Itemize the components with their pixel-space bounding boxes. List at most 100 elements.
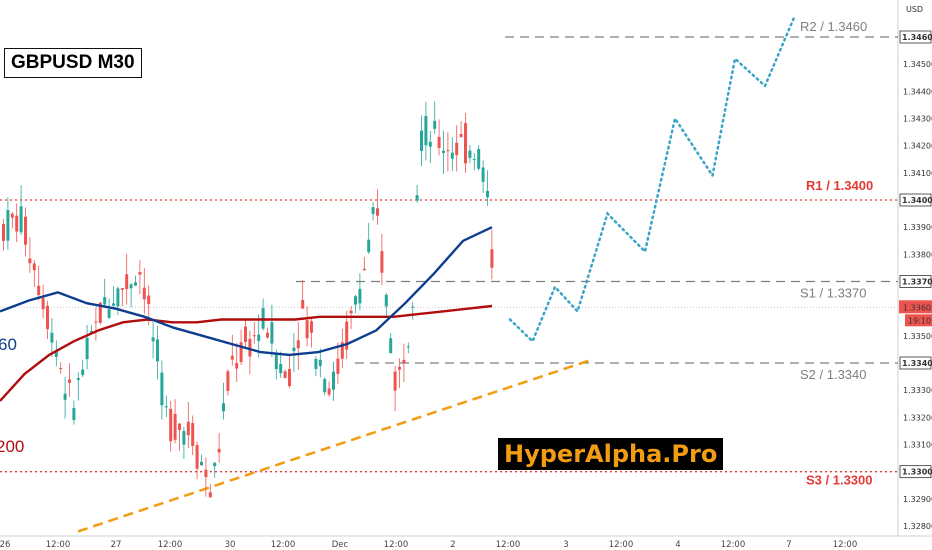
candle-body [472,159,476,161]
candle-body [358,288,362,304]
x-tick-label: 12:00 [721,540,746,550]
candle-body [318,359,322,367]
candle-body [481,167,485,182]
candle-body [450,152,454,159]
candle-body [213,462,217,467]
candle-body [340,342,344,359]
countdown-value: 19:10 [908,316,931,325]
axis-marker-label: 1.34000 [902,196,932,205]
candle-body [72,408,76,420]
ma-slow-line [0,304,493,402]
candle-body [380,251,384,273]
candle-body [305,320,309,339]
axis-marker-label: 1.33400 [902,359,932,368]
currency-label: USD [906,5,923,14]
level-label-s3: S3 / 1.3300 [806,473,873,488]
candle-body [490,249,494,268]
y-tick-label: 1.33800 [903,250,932,259]
candle-body [63,393,67,400]
candle-body [270,322,274,344]
candle-body [446,150,450,152]
candle-body [468,150,472,158]
y-tick-label: 1.33100 [903,441,932,450]
projection-path [508,14,797,344]
level-label-s2: S2 / 1.3340 [800,367,867,382]
axis-marker [899,356,932,370]
y-tick-label: 1.33200 [903,413,932,422]
x-tick-label: 3 [563,540,568,550]
price-axis[interactable] [898,0,932,550]
candle-body [486,190,489,198]
candle-body [24,216,27,245]
candle-body [112,303,115,306]
candle-body [222,403,225,412]
level-label-r1: R1 / 1.3400 [806,178,873,193]
candle-body [455,142,459,156]
axis-marker [899,465,932,479]
candle-body [226,371,230,391]
candle-body [142,287,146,300]
candle-body [2,224,5,241]
candle-body [420,130,423,151]
candle-body [371,207,375,214]
candle-body [402,359,406,364]
candle-body [362,268,366,271]
y-tick-label: 1.34500 [903,60,932,69]
x-tick-label: 26 [0,540,10,550]
candle-body [274,352,278,370]
candle-body [173,413,177,440]
x-tick-label: 2 [450,540,455,550]
x-tick-label: 4 [675,540,680,550]
y-tick-label: 1.34300 [903,115,932,124]
candle-body [336,358,340,374]
candle-body [208,492,212,498]
candle-body [477,149,481,169]
candle-body [301,300,305,309]
candle-body [59,368,63,370]
candle-body [332,371,335,390]
candle-body [393,371,397,391]
candle-body [103,297,107,305]
symbol-title: GBPUSD M30 [4,48,142,78]
candle-body [257,334,261,341]
candle-body [244,326,247,342]
candle-body [248,338,252,357]
candle-body [310,321,313,333]
candle-body [50,332,54,343]
last-price-value: 1.33605 [903,303,932,312]
candle-body [76,378,80,380]
candle-body [98,302,102,323]
axis-marker [899,275,932,288]
candle-body [376,208,379,216]
x-tick-label: 12:00 [496,540,521,550]
candle-body [428,141,432,147]
candle-body [15,215,19,232]
y-tick-label: 1.34100 [903,169,932,178]
axis-marker [899,193,932,207]
candle-body [239,342,243,363]
y-tick-label: 1.34200 [903,142,932,151]
candle-body [195,445,199,469]
x-tick-label: Dec [332,540,349,550]
y-tick-label: 1.32800 [903,522,932,531]
candle-body [151,337,155,342]
candle-body [345,321,349,350]
candle-body [32,263,36,271]
candle-body [217,448,221,453]
candle-body [191,423,195,446]
candle-body [186,421,190,436]
x-tick-label: 12:00 [384,540,409,550]
candle-body [68,379,71,383]
candle-body [19,206,23,233]
candle-body [288,368,291,387]
candle-body [464,123,467,164]
candle-body [85,337,89,360]
x-tick-label: 12:00 [833,540,858,550]
candle-body [384,294,388,307]
axis-marker-label: 1.34600 [902,33,932,42]
candle-body [37,285,41,295]
last-price-tag [899,300,932,314]
candle-body [415,195,419,201]
candle-body [283,371,287,379]
